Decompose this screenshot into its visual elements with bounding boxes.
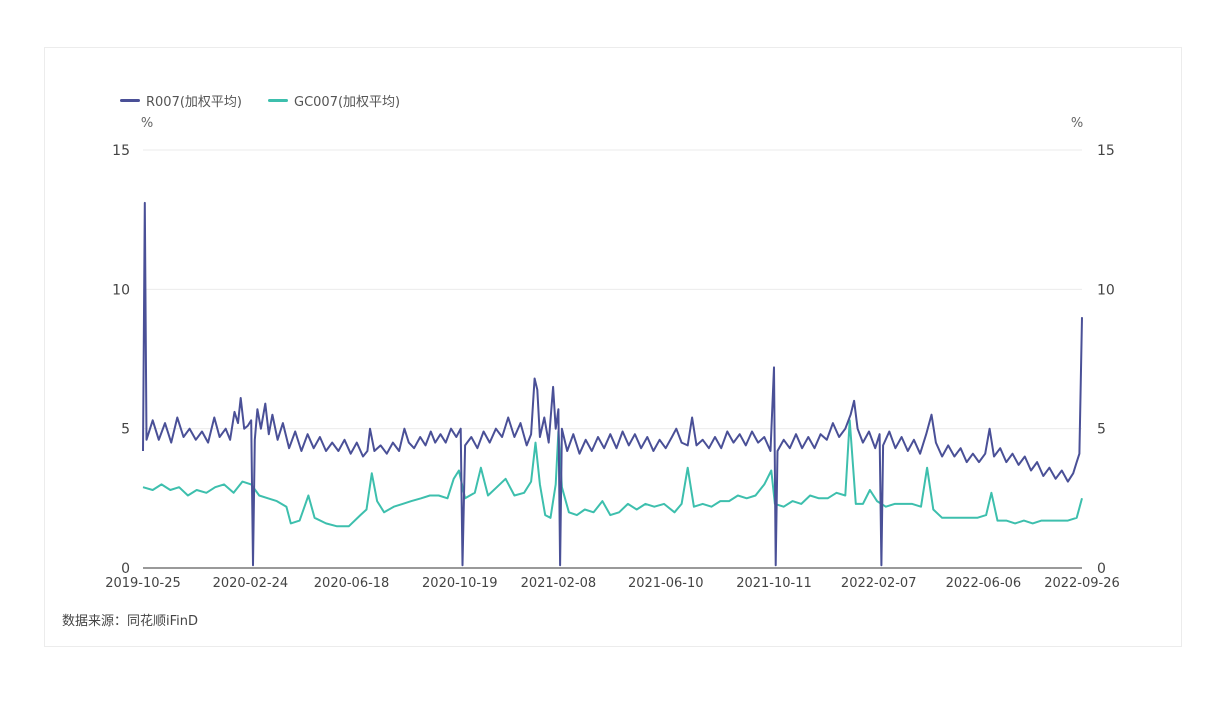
x-tick-label: 2021-02-08 (521, 576, 597, 591)
y-tick-label-right: 0 (1097, 561, 1106, 577)
legend-label-gc007: GC007(加权平均) (294, 94, 401, 110)
y-tick-label-right: 10 (1097, 282, 1115, 298)
chart-card (44, 47, 1182, 647)
x-axis: 2019-10-25 2020-02-24 2020-06-18 2020-10-19… (105, 567, 1120, 591)
legend-item-gc007[interactable]: GC007(加权平均) (268, 90, 400, 110)
y-tick-label-right: 5 (1097, 422, 1106, 438)
y-tick-label-right: 15 (1097, 143, 1115, 159)
legend-item-r007[interactable]: R007(加权平均) (120, 90, 242, 110)
y-tick-label-left: 15 (112, 143, 130, 159)
series-line-r007 (142, 201, 1083, 567)
data-source-label: 数据来源：同花顺iFinD (62, 614, 199, 629)
y-tick-label-left: 10 (112, 282, 130, 298)
series-layer (142, 201, 1083, 567)
legend-label-r007: R007(加权平均) (146, 94, 242, 110)
x-tick-label: 2020-06-18 (314, 576, 390, 591)
chart-legend: R007(加权平均) GC007(加权平均) (120, 90, 400, 110)
x-tick-label: 2021-06-10 (628, 576, 704, 591)
x-tick-label: 2020-02-24 (213, 576, 289, 591)
y-axis-left: 0 5 10 15 (112, 143, 130, 577)
series-line-gc007 (142, 419, 1083, 528)
y-axis-right: 0 5 10 15 (1097, 143, 1115, 577)
x-tick-label: 2021-10-11 (736, 576, 812, 591)
legend-swatch-r007 (120, 98, 140, 102)
x-tick-label: 2019-10-25 (105, 576, 181, 591)
y-tick-label-left: 5 (121, 422, 130, 438)
legend-swatch-gc007 (268, 98, 288, 102)
x-tick-label: 2022-09-26 (1044, 576, 1120, 591)
x-tick-label: 2020-10-19 (422, 576, 498, 591)
x-tick-label: 2022-06-06 (946, 576, 1022, 591)
y-unit-right: % (1071, 116, 1083, 131)
grid-lines (143, 149, 1082, 430)
y-tick-label-left: 0 (121, 561, 130, 577)
y-unit-left: % (141, 116, 153, 131)
x-tick-label: 2022-02-07 (841, 576, 917, 591)
